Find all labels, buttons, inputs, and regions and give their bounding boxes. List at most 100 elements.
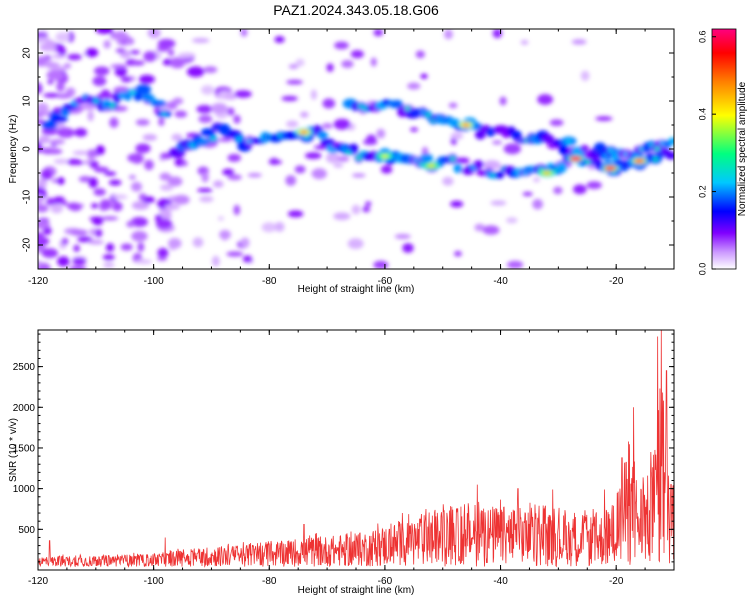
snr-y-label: SNR (10 * v/v) — [8, 418, 19, 482]
heatmap-peak — [300, 130, 307, 134]
heatmap-cell — [38, 204, 49, 213]
heatmap-cell — [130, 181, 143, 192]
heatmap-cell — [144, 159, 154, 171]
heatmap-cell — [233, 114, 241, 124]
heatmap-cell — [101, 216, 119, 221]
heatmap-cell — [317, 131, 328, 139]
heatmap-cell — [321, 123, 333, 129]
heatmap-cell — [212, 180, 224, 188]
heatmap-cell — [47, 197, 54, 206]
heatmap-cell — [56, 81, 65, 92]
heatmap-cell — [402, 243, 414, 253]
heatmap-cell — [181, 160, 188, 167]
y-tick-label: 1500 — [13, 443, 36, 454]
heatmap-cell — [38, 194, 44, 204]
heatmap-cell — [93, 188, 106, 196]
heatmap-cell — [236, 136, 243, 141]
heatmap-cell — [160, 184, 174, 191]
heatmap-cell — [602, 153, 609, 158]
y-tick-label: 500 — [18, 525, 35, 536]
heatmap-cell — [58, 47, 67, 56]
heatmap-cell — [131, 230, 148, 242]
heatmap-cell — [68, 266, 87, 269]
heatmap-cell — [247, 173, 262, 178]
heatmap-cell — [115, 48, 126, 53]
heatmap-cell — [373, 260, 389, 269]
heatmap-cell — [161, 111, 168, 116]
heatmap-cell — [38, 143, 43, 153]
heatmap-cell — [99, 199, 112, 211]
heatmap-cell — [533, 177, 540, 183]
figure-title: PAZ1.2024.343.05.18.G06 — [273, 2, 439, 18]
heatmap-cell — [174, 110, 188, 118]
heatmap-cell — [448, 102, 458, 109]
heatmap-cell — [287, 210, 304, 218]
heatmap-cell — [103, 262, 115, 268]
heatmap-cell — [128, 175, 136, 180]
heatmap-cell — [200, 128, 216, 137]
heatmap-peak — [381, 154, 388, 158]
heatmap-cell — [415, 50, 425, 59]
heatmap-cell — [227, 153, 242, 162]
heatmap-cell — [87, 110, 94, 122]
x-tick-label: -40 — [493, 276, 508, 287]
y-tick-label: 2500 — [13, 362, 36, 373]
heatmap-cell — [99, 94, 115, 99]
heatmap-cell — [607, 148, 614, 153]
y-tick-label: 2000 — [13, 403, 36, 414]
heatmap-cell — [88, 177, 98, 189]
heatmap-cell — [240, 29, 248, 37]
heatmap-cell — [67, 53, 82, 61]
heatmap-cell — [350, 49, 364, 59]
heatmap-cell — [286, 120, 299, 128]
heatmap-cell — [334, 41, 349, 50]
heatmap-cell — [95, 145, 105, 155]
heatmap-cell — [168, 237, 182, 249]
heatmap-cell — [38, 232, 45, 243]
heatmap-cell — [654, 146, 661, 151]
heatmap-cell — [104, 171, 117, 176]
heatmap-cell — [47, 79, 54, 85]
heatmap-cell — [492, 140, 503, 145]
heatmap-cell — [219, 229, 231, 240]
heatmap-cell — [295, 58, 305, 67]
heatmap-cell — [135, 119, 150, 126]
heatmap-cell — [87, 239, 104, 245]
heatmap-cell — [586, 181, 602, 190]
heatmap-cell — [156, 256, 168, 262]
heatmap-cell — [226, 107, 235, 116]
heatmap-cell — [131, 200, 150, 210]
heatmap-cell — [129, 50, 141, 55]
heatmap-cell — [74, 128, 88, 137]
heatmap-cell — [197, 188, 213, 193]
heatmap-cell — [133, 92, 143, 102]
heatmap-cell — [492, 29, 503, 39]
snr-background — [38, 330, 674, 570]
colorbar-tick-label: 0.2 — [697, 185, 707, 198]
heatmap-cell — [376, 128, 386, 139]
heatmap-cell — [55, 32, 71, 42]
heatmap-cell — [571, 39, 587, 45]
heatmap-cell — [341, 59, 354, 69]
heatmap-cell — [201, 171, 209, 183]
heatmap-cell — [410, 127, 418, 132]
heatmap-cell — [108, 179, 122, 186]
heatmap-cell — [167, 176, 183, 187]
heatmap-cell — [373, 29, 384, 37]
heatmap-cell — [210, 136, 217, 141]
heatmap-cell — [95, 228, 103, 238]
heatmap-cell — [333, 118, 351, 130]
colorbar: 0.0 0.2 0.4 0.6 Normalized spectral amplitu… — [697, 28, 748, 275]
heatmap-cell — [57, 177, 65, 185]
colorbar-label: Normalized spectral amplitude — [737, 81, 748, 216]
heatmap-cell — [177, 52, 194, 58]
heatmap-cell — [160, 211, 172, 221]
heatmap-cell — [142, 196, 155, 204]
heatmap-cell — [268, 160, 283, 165]
heatmap-cell — [326, 63, 334, 72]
heatmap-cell — [159, 172, 172, 181]
y-tick-label: -10 — [22, 189, 33, 204]
heatmap-cell — [474, 223, 485, 232]
heatmap-cell — [311, 168, 327, 180]
heatmap-cell — [120, 243, 133, 251]
